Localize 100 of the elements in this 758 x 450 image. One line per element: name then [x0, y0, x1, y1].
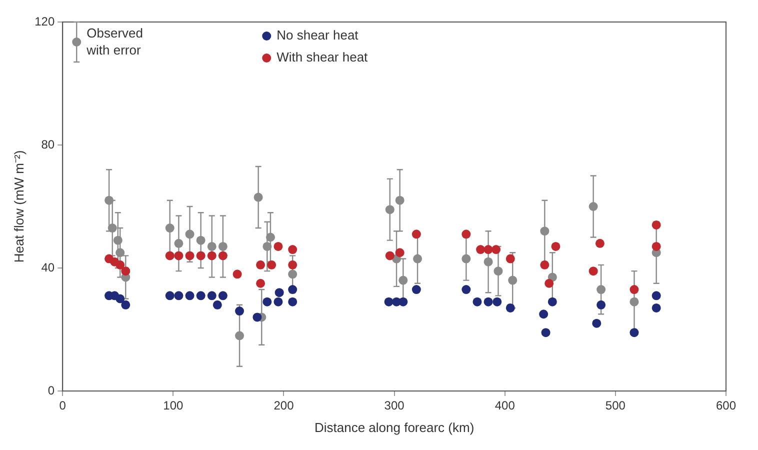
point — [104, 196, 114, 205]
point — [196, 291, 206, 300]
point — [165, 251, 174, 260]
legend-label: Observed with error — [86, 26, 143, 58]
point — [548, 297, 557, 306]
point — [385, 205, 394, 214]
point — [506, 303, 515, 312]
y-axis-title: Heat flow (mW m⁻²) — [11, 150, 26, 263]
point — [165, 224, 174, 233]
point — [462, 230, 471, 239]
point — [494, 266, 503, 276]
point — [288, 297, 298, 306]
point — [174, 251, 184, 260]
point — [539, 310, 548, 319]
point — [116, 294, 125, 304]
point — [484, 245, 493, 254]
point — [116, 248, 125, 258]
point — [254, 192, 263, 202]
point — [492, 245, 501, 254]
point — [652, 303, 661, 312]
point — [385, 251, 394, 260]
x-tick-label: 200 — [274, 398, 294, 413]
point — [398, 276, 408, 285]
point — [630, 328, 639, 338]
point — [492, 297, 502, 306]
point — [252, 312, 262, 322]
point — [506, 254, 515, 264]
point — [274, 297, 283, 306]
point — [395, 196, 404, 205]
point — [274, 242, 283, 251]
point — [113, 236, 122, 245]
point — [596, 285, 606, 294]
point — [652, 220, 661, 230]
point — [484, 297, 493, 306]
point — [218, 291, 228, 300]
x-tick-label: 300 — [384, 398, 405, 413]
point — [395, 248, 404, 258]
point — [185, 291, 194, 300]
point — [267, 260, 276, 270]
point — [185, 230, 194, 239]
point — [262, 242, 272, 251]
point — [232, 270, 242, 279]
point — [588, 266, 598, 276]
point — [218, 251, 228, 260]
point — [412, 230, 421, 239]
point — [174, 291, 184, 300]
y-tick-label: 0 — [48, 383, 55, 398]
point — [262, 297, 272, 306]
point — [652, 242, 661, 251]
point — [207, 242, 216, 251]
point — [398, 297, 408, 306]
point — [288, 270, 298, 279]
point — [508, 276, 518, 285]
point — [235, 306, 244, 316]
x-tick-label: 0 — [59, 398, 66, 413]
point — [108, 224, 117, 233]
point — [207, 291, 216, 300]
point — [540, 260, 550, 270]
legend-label: With shear heat — [276, 50, 368, 65]
point — [462, 254, 471, 264]
x-axis-title: Distance along forearc (km) — [314, 420, 474, 435]
point — [121, 266, 130, 276]
point — [540, 226, 550, 236]
point — [484, 257, 493, 266]
point — [256, 260, 266, 270]
x-tick-label: 600 — [716, 398, 736, 413]
point — [212, 300, 222, 310]
legend-label: No shear heat — [276, 28, 359, 43]
point — [218, 242, 228, 251]
point — [472, 297, 482, 306]
point — [551, 242, 560, 251]
point — [413, 254, 422, 264]
x-tick-label: 500 — [605, 398, 626, 413]
point — [274, 288, 284, 298]
y-tick-label: 80 — [41, 137, 55, 152]
point — [235, 331, 244, 340]
x-tick-label: 400 — [494, 398, 516, 413]
point — [196, 251, 206, 260]
point — [196, 236, 206, 245]
point — [288, 285, 298, 294]
x-tick-label: 100 — [163, 398, 184, 413]
point — [544, 278, 554, 288]
point — [116, 260, 125, 270]
point — [266, 232, 275, 242]
point — [185, 251, 194, 260]
point — [174, 238, 184, 248]
y-tick-label: 120 — [34, 14, 55, 28]
point — [652, 291, 661, 300]
point — [165, 291, 174, 300]
point — [412, 285, 421, 294]
point — [121, 300, 130, 310]
point — [541, 328, 550, 338]
point — [476, 245, 486, 254]
point — [596, 300, 606, 310]
point — [595, 238, 604, 248]
point — [288, 245, 298, 254]
point — [588, 202, 598, 211]
point — [592, 318, 602, 328]
y-tick-label: 40 — [41, 260, 55, 274]
point — [630, 297, 639, 306]
